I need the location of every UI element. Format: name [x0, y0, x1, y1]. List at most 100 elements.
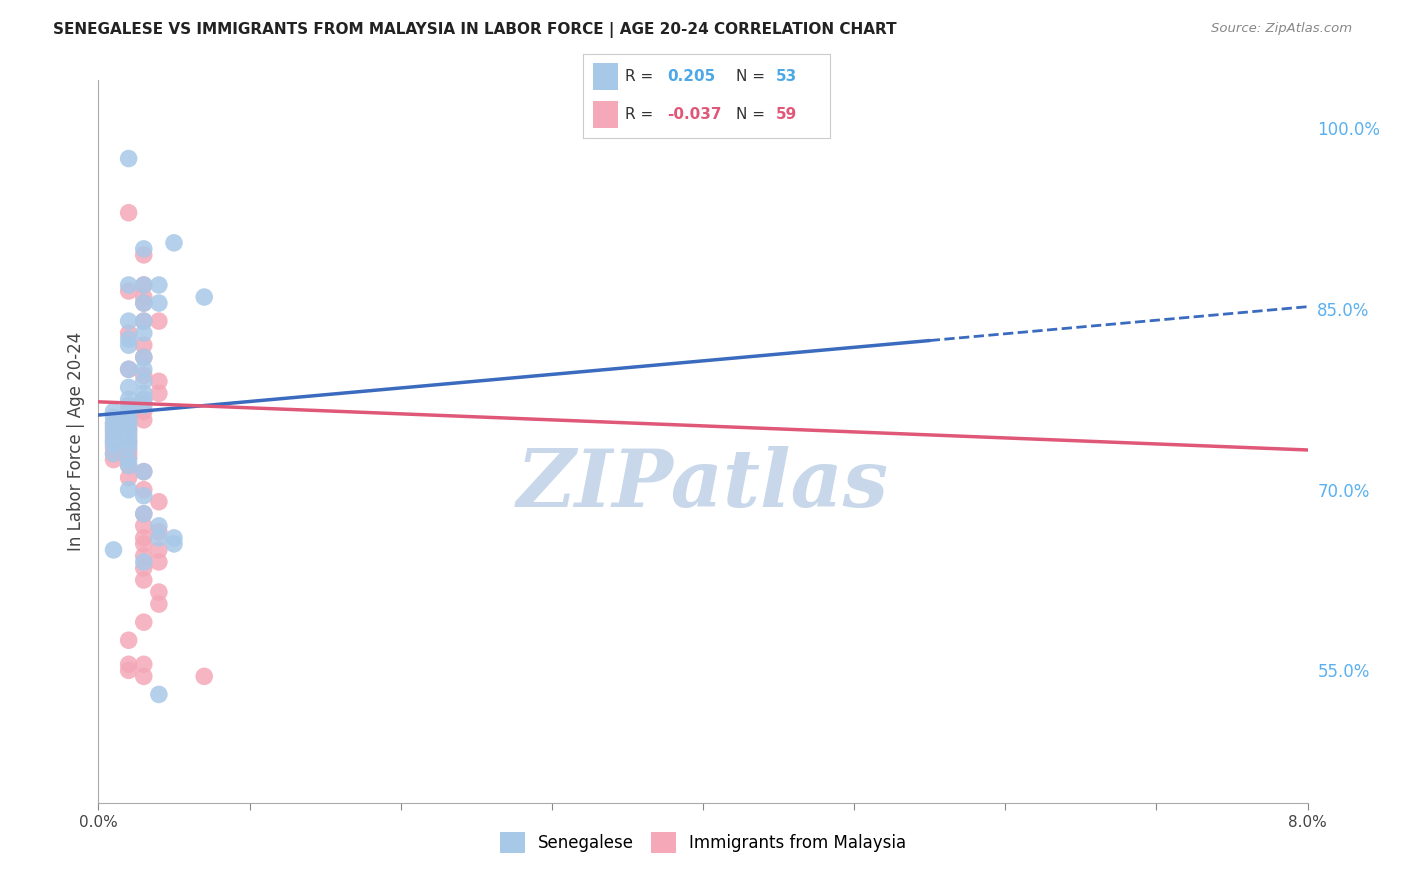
Text: Source: ZipAtlas.com: Source: ZipAtlas.com	[1212, 22, 1353, 36]
Point	[148, 314, 170, 328]
Point	[132, 350, 155, 364]
Point	[103, 410, 125, 425]
Point	[132, 465, 155, 479]
Point	[118, 362, 141, 376]
Point	[132, 314, 155, 328]
Point	[132, 537, 155, 551]
Point	[193, 290, 215, 304]
Text: -0.037: -0.037	[668, 107, 721, 122]
Bar	[593, 62, 619, 90]
Point	[103, 437, 125, 451]
Bar	[593, 101, 619, 128]
Point	[118, 417, 141, 431]
Point	[118, 425, 141, 439]
Point	[118, 633, 141, 648]
Point	[148, 495, 170, 509]
Point	[118, 278, 141, 293]
Point	[118, 398, 141, 412]
Point	[132, 615, 155, 630]
Point	[148, 531, 170, 545]
Point	[118, 449, 141, 463]
Point	[148, 296, 170, 310]
Point	[163, 537, 186, 551]
Point	[132, 368, 155, 383]
Point	[118, 284, 141, 298]
Point	[148, 375, 170, 389]
Point	[132, 489, 155, 503]
Point	[132, 350, 155, 364]
Point	[118, 326, 141, 341]
Point	[118, 205, 141, 219]
Point	[103, 417, 125, 431]
Point	[132, 657, 155, 672]
Point	[132, 404, 155, 418]
Point	[132, 549, 155, 563]
Point	[132, 483, 155, 497]
Point	[132, 392, 155, 407]
Point	[103, 425, 125, 439]
Text: N =: N =	[737, 69, 765, 84]
Point	[103, 447, 125, 461]
Point	[148, 542, 170, 557]
Text: R =: R =	[626, 69, 654, 84]
Point	[148, 278, 170, 293]
Point	[118, 410, 141, 425]
Point	[118, 398, 141, 412]
Point	[132, 531, 155, 545]
Point	[132, 362, 155, 376]
Point	[103, 441, 125, 455]
Point	[118, 444, 141, 458]
Point	[132, 507, 155, 521]
Point	[132, 398, 155, 412]
Point	[118, 413, 141, 427]
Point	[132, 338, 155, 352]
Point	[132, 375, 155, 389]
Point	[132, 278, 155, 293]
Point	[132, 248, 155, 262]
Legend: Senegalese, Immigrants from Malaysia: Senegalese, Immigrants from Malaysia	[494, 826, 912, 860]
Point	[132, 507, 155, 521]
Point	[118, 434, 141, 449]
Point	[118, 483, 141, 497]
Point	[163, 235, 186, 250]
Point	[148, 555, 170, 569]
Point	[118, 432, 141, 446]
Point	[132, 278, 155, 293]
Point	[103, 428, 125, 442]
Text: ZIPatlas: ZIPatlas	[517, 446, 889, 524]
Point	[118, 152, 141, 166]
Point	[132, 392, 155, 407]
Point	[118, 408, 141, 422]
Point	[118, 420, 141, 434]
Y-axis label: In Labor Force | Age 20-24: In Labor Force | Age 20-24	[66, 332, 84, 551]
Text: 53: 53	[776, 69, 797, 84]
Point	[193, 669, 215, 683]
Point	[103, 417, 125, 431]
Point	[132, 314, 155, 328]
Point	[103, 404, 125, 418]
Point	[103, 542, 125, 557]
Point	[118, 362, 141, 376]
Point	[118, 437, 141, 451]
Point	[148, 585, 170, 599]
Point	[163, 531, 186, 545]
Point	[132, 555, 155, 569]
Point	[103, 434, 125, 449]
Point	[148, 524, 170, 539]
Point	[103, 432, 125, 446]
Text: R =: R =	[626, 107, 654, 122]
Point	[132, 561, 155, 575]
Point	[118, 332, 141, 346]
Point	[118, 441, 141, 455]
Point	[132, 386, 155, 401]
Point	[148, 519, 170, 533]
Point	[118, 392, 141, 407]
Point	[103, 452, 125, 467]
Point	[103, 423, 125, 437]
Point	[118, 657, 141, 672]
Text: SENEGALESE VS IMMIGRANTS FROM MALAYSIA IN LABOR FORCE | AGE 20-24 CORRELATION CH: SENEGALESE VS IMMIGRANTS FROM MALAYSIA I…	[53, 22, 897, 38]
Text: N =: N =	[737, 107, 765, 122]
Point	[118, 404, 141, 418]
Point	[132, 326, 155, 341]
Point	[118, 664, 141, 678]
